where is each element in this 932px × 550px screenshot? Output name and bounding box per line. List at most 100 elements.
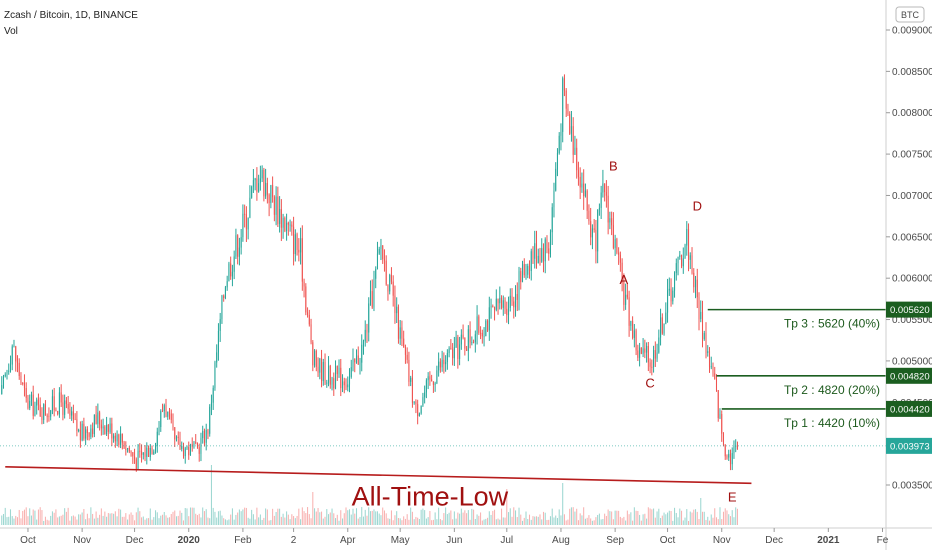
candle-body [375,268,377,279]
candle-body [439,361,441,368]
volume-bar [502,517,504,525]
target-price-badge [886,400,932,417]
volume-bar [406,514,408,525]
volume-bar [731,510,733,525]
volume-bar [268,520,270,525]
volume-bar [644,513,646,525]
candle-body [273,197,275,215]
volume-bar [336,514,338,525]
volume-bar [156,512,158,525]
volume-bar [562,483,564,525]
volume-bar [153,517,155,525]
volume-indicator-label: Vol [4,26,18,37]
volume-bar [200,517,202,525]
volume-bar [598,513,600,525]
candle-body [551,207,553,233]
candle-body [93,414,95,435]
volume-bar [224,519,226,525]
volume-bar [600,519,602,525]
candle-body [520,271,522,283]
volume-bar [385,513,387,525]
volume-bar [675,512,677,525]
candle-body [308,314,310,325]
candle-body [305,286,307,313]
candle-body [181,445,183,449]
volume-bar [521,520,524,525]
volume-bar [389,518,391,525]
volume-bar [375,511,377,525]
volume-bar [441,520,443,525]
candle-body [256,178,258,192]
volume-bar [188,516,190,525]
price-axis: 0.009000 0.008500 0.008000 0.007500 0.007000… [885,0,932,550]
volume-bar [277,508,279,525]
volume-bar [233,519,235,525]
volume-bar [118,508,120,525]
volume-bar [504,517,506,525]
volume-bar [235,514,237,525]
volume-bar [144,519,146,525]
volume-bar [315,511,317,525]
volume-bar [563,514,565,525]
volume-bar [83,508,85,525]
volume-bar [700,498,702,525]
candle-body [67,403,69,410]
x-tick-label: Oct [660,535,676,546]
candle-body [258,183,260,192]
x-tick-label: Aug [552,535,570,546]
candle-body [369,291,372,304]
volume-bar [15,515,17,525]
candle-body [127,447,129,450]
volume-bar [434,512,436,525]
candle-body [403,338,405,347]
candle-body [58,392,60,415]
candle-body [693,272,695,288]
currency-badge[interactable]: BTC [895,6,925,23]
volume-bar [682,520,684,525]
volume-bar [413,519,415,525]
candle-body [668,288,670,291]
volume-bar [226,520,228,525]
x-tick-label: Feb [234,535,252,546]
candle-body [76,419,78,432]
volume-bar [710,514,712,525]
candle-body [209,406,211,434]
candle-body [85,429,87,439]
candle-body [731,453,733,465]
candle-body [625,294,627,305]
candle-body [191,444,193,447]
volume-bar [193,507,195,525]
candle-body [425,380,427,393]
candle-body [583,183,585,197]
target-price-label: 0.004820 [890,371,930,382]
candle-body [83,423,85,439]
candle-body [139,450,141,452]
volume-bar [399,518,401,525]
volume-bar [279,508,281,525]
candle-body [29,400,31,409]
candle-body [37,399,39,405]
volume-bar [50,515,52,525]
candle-body [111,423,113,439]
volume-bar [286,511,288,525]
candle-body [609,218,611,223]
volume-bars [1,465,738,525]
volume-bar [202,507,204,525]
candle-body [216,352,218,363]
candle-body [81,423,83,441]
candle-body [481,332,483,337]
candle-body [268,194,270,203]
candle-body [420,405,422,414]
candle-body [132,452,134,457]
candle-body [252,180,254,187]
y-tick-label: 0.005000 [892,356,932,367]
candle-body [116,434,118,442]
volume-bar [11,516,13,525]
candle-body [347,384,349,388]
candle-body [345,385,347,388]
candle-body [424,392,426,398]
volume-bar [158,518,160,525]
currency-badge-box[interactable] [895,6,925,23]
x-tick-label: 2020 [178,535,201,546]
